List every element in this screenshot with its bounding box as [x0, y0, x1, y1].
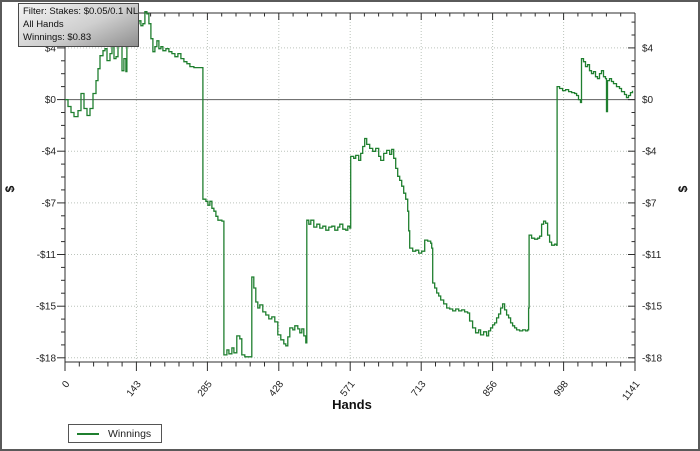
y-tick-label-left: -$11	[37, 250, 57, 261]
y-tick-label-right: -$11	[642, 250, 662, 261]
y-tick-label-right: -$4	[642, 147, 657, 158]
chart-gridlines	[65, 13, 635, 362]
y-tick-label-left: $4	[45, 43, 57, 54]
y-tick-label-left: -$4	[42, 147, 57, 158]
filter-winnings-text: Winnings: $0.83	[23, 32, 92, 43]
y-tick-label-left: -$15	[36, 302, 56, 313]
y-tick-label-right: $0	[642, 95, 654, 106]
x-tick-label: 713	[410, 379, 429, 399]
x-tick-label: 1141	[620, 379, 642, 403]
y-axis-title-left: $	[3, 185, 17, 192]
winnings-line-series	[65, 11, 634, 358]
chart-tick-labels: 0 143 285 428 571 713 856 998 1141 $4 $4 $0 $0 -$4 -$4…	[36, 43, 662, 402]
y-tick-label-right: -$15	[642, 302, 662, 313]
chart-axes	[57, 12, 636, 371]
winnings-legend-label: Winnings	[108, 427, 152, 440]
filter-hands-text: All Hands	[23, 19, 64, 30]
winnings-legend-line-swatch	[77, 432, 99, 435]
x-tick-label: 856	[481, 379, 500, 399]
x-tick-label: 0	[60, 379, 72, 391]
x-tick-label: 143	[125, 379, 144, 399]
x-axis-title: Hands	[332, 397, 372, 412]
x-tick-label: 285	[196, 379, 215, 399]
y-axis-title-right: $	[676, 185, 690, 192]
x-tick-label: 571	[339, 379, 358, 399]
y-tick-label-right: -$18	[642, 353, 662, 364]
chart-legend: Winnings	[68, 424, 163, 443]
winnings-line	[65, 11, 634, 358]
filter-stakes-text: Filter: Stakes: $0.05/0.1 NL	[23, 6, 139, 17]
y-tick-label-right: $4	[642, 43, 654, 54]
y-tick-label-left: -$18	[36, 353, 56, 364]
x-tick-label: 998	[552, 379, 571, 399]
y-tick-label-left: -$7	[42, 198, 57, 209]
y-tick-label-right: -$7	[642, 198, 657, 209]
x-tick-label: 428	[267, 379, 286, 399]
filter-info-box: Filter: Stakes: $0.05/0.1 NL All Hands W…	[18, 3, 139, 47]
y-tick-label-left: $0	[45, 95, 57, 106]
